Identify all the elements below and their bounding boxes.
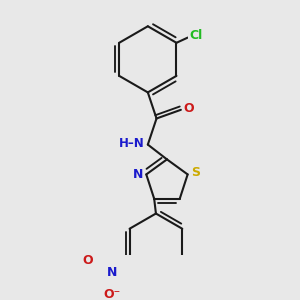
Text: N: N: [133, 168, 144, 181]
Text: N: N: [107, 266, 117, 279]
Text: O⁻: O⁻: [103, 287, 121, 300]
Text: O: O: [183, 102, 194, 116]
Text: Cl: Cl: [189, 29, 202, 42]
Text: H–N: H–N: [119, 137, 145, 150]
Text: S: S: [191, 166, 200, 179]
Text: O: O: [82, 254, 93, 267]
